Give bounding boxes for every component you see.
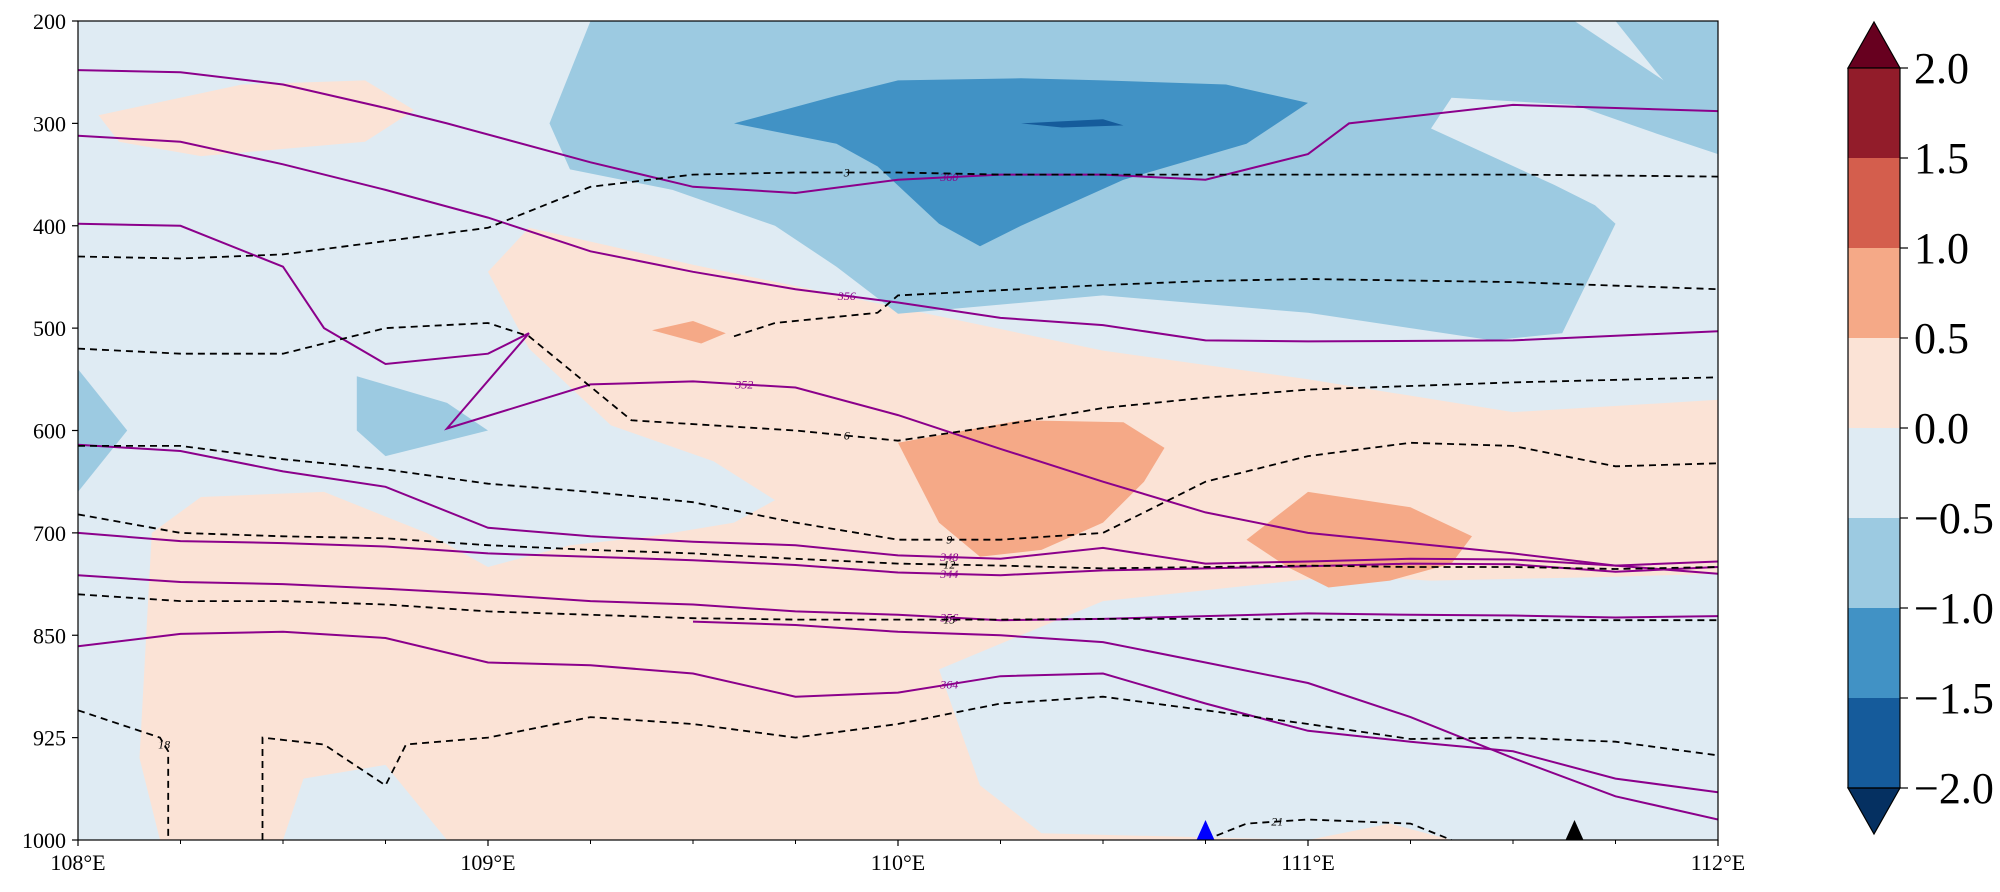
x-tick-label-3: 111°E: [1281, 850, 1335, 875]
dashed-contour-label-4: 12: [943, 558, 955, 572]
colorbar-tick-label-0: 2.0: [1914, 44, 1969, 93]
contour-lines: 360 356 352 348 344 356 364 3 6 9 12 15 18 21: [78, 69, 1718, 840]
colorbar-segment-4: [1848, 428, 1900, 519]
solid-contour-4: [78, 531, 1718, 577]
colorbar: 2.0 1.5 1.0 0.5 0.0 −0.5 −1.0 −1.5 −2.0: [1846, 20, 1994, 836]
dashed-contour-2: [733, 278, 1718, 338]
filled-region-10: [734, 78, 1308, 247]
dashed-contour-label-3: 9: [946, 533, 952, 547]
filled-region-7: [1615, 21, 1718, 144]
colorbar-tick-label-4: 0.0: [1914, 404, 1969, 453]
colorbar-segment-1: [1848, 158, 1900, 249]
dashed-contour-label-6: 18: [158, 737, 170, 751]
filled-region-0: [98, 80, 415, 157]
filled-region-5: [652, 321, 726, 344]
dashed-contour-label-8: 21: [1271, 815, 1283, 829]
colorbar-tick-label-5: −0.5: [1914, 494, 1994, 543]
solid-contour-5: [78, 574, 1718, 622]
dashed-contour-label-5: 15: [943, 613, 955, 627]
colorbar-segment-3: [1848, 338, 1900, 429]
y-tick-label-7: 925: [33, 726, 66, 751]
solid-contour-3: [78, 443, 1718, 567]
marker-triangle-1: [1565, 820, 1584, 840]
marker-triangle-0: [1196, 820, 1215, 840]
x-axis: 108°E 109°E 110°E 111°E 112°E: [50, 840, 1745, 875]
colorbar-tick-label-2: 1.0: [1914, 224, 1969, 273]
y-axis: 200 300 400 500 600 700 850 925 1000: [22, 9, 78, 853]
x-tick-label-0: 108°E: [50, 850, 105, 875]
colorbar-segment-0: [1848, 68, 1900, 159]
colorbar-extend-bottom: [1846, 787, 1902, 836]
filled-region-11: [1021, 119, 1124, 128]
colorbar-tick-label-6: −1.0: [1914, 584, 1994, 633]
solid-contour-label-2: 352: [734, 377, 753, 391]
dashed-contour-label-0: 3: [843, 166, 850, 180]
y-tick-label-0: 200: [33, 9, 66, 34]
filled-region-9: [356, 376, 488, 457]
dashed-contour-5: [78, 593, 1718, 622]
y-tick-label-3: 500: [33, 316, 66, 341]
colorbar-tick-label-1: 1.5: [1914, 134, 1969, 183]
plot-area: 360 356 352 348 344 356 364 3 6 9 12 15 18 21: [77, 20, 1719, 841]
dashed-contour-1: [78, 322, 1718, 442]
x-tick-label-1: 109°E: [460, 850, 515, 875]
solid-contour-2: [78, 222, 1718, 575]
dashed-contour-label-1: 6: [844, 429, 850, 443]
dashed-contour-8: [1205, 818, 1452, 840]
colorbar-tick-label-7: −1.5: [1914, 674, 1994, 723]
solid-contour-0: [78, 69, 1718, 195]
colorbar-segment-5: [1848, 518, 1900, 609]
solid-contour-label-6: 364: [939, 677, 958, 691]
solid-contour-label-1: 356: [837, 289, 856, 303]
y-tick-label-6: 850: [33, 623, 66, 648]
dashed-contour-4: [78, 513, 1718, 570]
y-tick-label-8: 1000: [22, 828, 66, 853]
x-tick-label-2: 110°E: [871, 850, 925, 875]
colorbar-segment-2: [1848, 248, 1900, 339]
colorbar-segment-7: [1848, 698, 1900, 789]
solid-contour-label-4: 344: [939, 567, 958, 581]
colorbar-tick-label-8: −2.0: [1914, 764, 1994, 813]
filled-contours: [78, 21, 1718, 840]
y-tick-label-4: 600: [33, 419, 66, 444]
solid-contour-label-3: 348: [939, 550, 958, 564]
dashed-contour-6: [78, 709, 170, 840]
dashed-contour-0: [78, 171, 1718, 260]
y-tick-label-5: 700: [33, 521, 66, 546]
colorbar-segment-6: [1848, 608, 1900, 699]
station-markers: [1196, 820, 1584, 840]
solid-contour-1: [78, 134, 1718, 343]
y-tick-label-1: 300: [33, 111, 66, 136]
solid-contour-label-0: 360: [939, 170, 958, 184]
y-tick-label-2: 400: [33, 214, 66, 239]
filled-region-1: [139, 227, 1718, 840]
colorbar-tick-label-3: 0.5: [1914, 314, 1969, 363]
filled-region-8: [78, 369, 128, 492]
solid-contour-6: [78, 630, 1718, 794]
colorbar-extend-top: [1846, 20, 1902, 69]
x-tick-label-4: 112°E: [1691, 850, 1745, 875]
solid-contour-7: [692, 620, 1718, 821]
filled-region-3: [898, 420, 1165, 557]
solid-contour-label-5: 356: [939, 611, 958, 625]
dashed-contour-7: [261, 695, 1718, 840]
